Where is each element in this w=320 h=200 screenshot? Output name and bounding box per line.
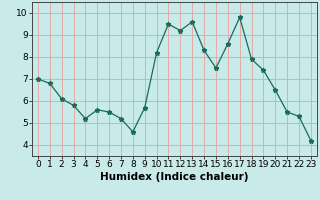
X-axis label: Humidex (Indice chaleur): Humidex (Indice chaleur) <box>100 172 249 182</box>
